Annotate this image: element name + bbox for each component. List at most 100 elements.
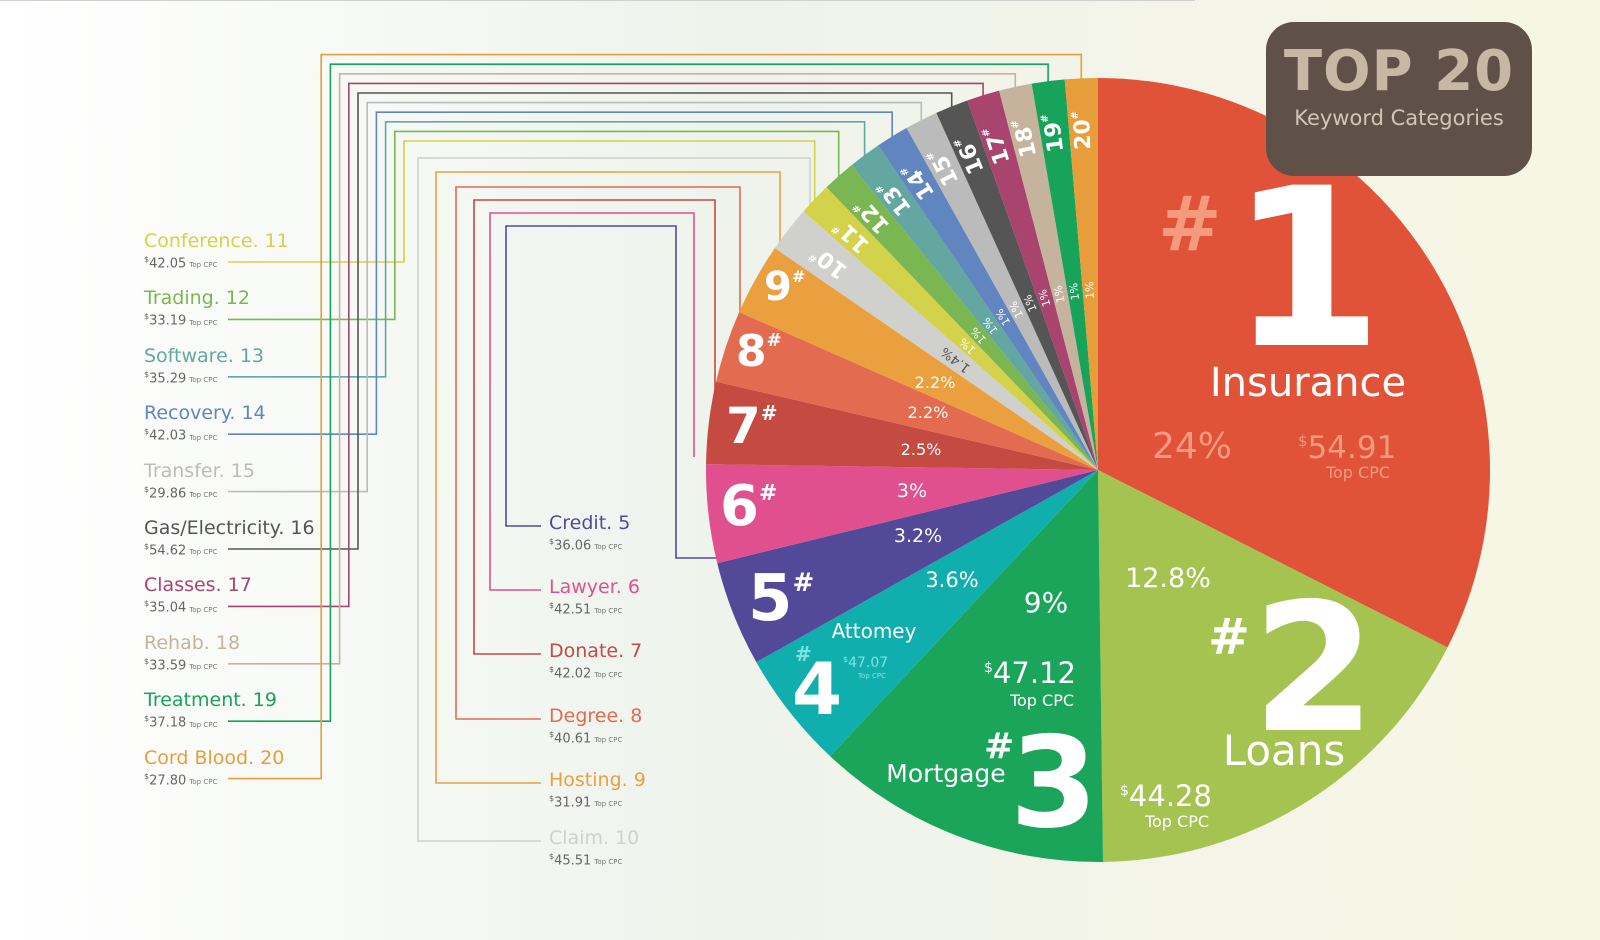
- legend-cpc-8: $40.61 Top CPC: [549, 730, 623, 747]
- pie-slices: [705, 78, 1490, 863]
- pct-label-4: 3.6%: [925, 568, 978, 592]
- slice-11: [803, 187, 1098, 470]
- connector-17: [228, 82, 984, 608]
- slice-3: [830, 470, 1103, 863]
- slice-7: [706, 381, 1098, 470]
- legend-name-10: Claim. 10: [549, 827, 640, 849]
- legend-cpc-11: $42.05 Top CPC: [144, 255, 218, 272]
- rank-label-2: 2: [1252, 565, 1376, 772]
- slice-name-2: Loans: [1223, 726, 1346, 775]
- cpc-caption-1: Top CPC: [1325, 463, 1390, 482]
- cpc-caption-2: Top CPC: [1144, 812, 1209, 831]
- pct-label-7: 2.5%: [901, 440, 942, 459]
- legend-name-18: Rehab. 18: [144, 631, 241, 654]
- legend-name-19: Treatment. 19: [144, 689, 277, 712]
- title-badge: TOP 20 Keyword Categories: [1266, 22, 1532, 176]
- slice-name-4: Attomey: [832, 619, 917, 643]
- cpc-value-3: $47.12: [984, 656, 1076, 690]
- legend-cpc-10: $45.51 Top CPC: [549, 852, 623, 869]
- slice-18: [999, 83, 1098, 471]
- slice-2: [1098, 470, 1448, 862]
- slice-5: [717, 470, 1098, 663]
- legend-cpc-18: $33.59 Top CPC: [144, 656, 218, 674]
- legend-label-5: Credit. 5 $36.06 Top CPC: [549, 512, 630, 555]
- cpc-caption-4: Top CPC: [857, 672, 886, 680]
- cpc-value-1: $54.91: [1298, 430, 1396, 466]
- rank-label-4: 4: [792, 647, 842, 731]
- connector-13: [228, 121, 866, 378]
- legend-label-6: Lawyer. 6 $42.51 Top CPC: [549, 576, 640, 619]
- chart-title: TOP 20: [1283, 39, 1515, 104]
- rank-label-3: 3: [1010, 709, 1098, 856]
- legend-name-5: Credit. 5: [549, 512, 631, 534]
- connector-lines: [228, 53, 1083, 842]
- legend-name-9: Hosting. 9: [549, 769, 646, 791]
- legend-name-14: Recovery. 14: [144, 402, 266, 425]
- legend-label-15: Transfer. 15 $29.86 Top CPC: [144, 460, 255, 503]
- pct-label-5: 3.2%: [894, 525, 942, 547]
- hash-mark: #: [795, 642, 812, 666]
- pct-label-16: 1%: [1021, 293, 1040, 314]
- slice-20: [1064, 78, 1098, 470]
- legend-label-19: Treatment. 19 $37.18 Top CPC: [144, 689, 277, 732]
- legend-label-18: Rehab. 18 $33.59 Top CPC: [144, 632, 240, 675]
- legend-label-11: Conference. 11 $42.05 Top CPC: [144, 230, 289, 273]
- legend-label-7: Donate. 7 $42.02 Top CPC: [549, 640, 642, 683]
- connector-5: [505, 225, 718, 559]
- legend-name-17: Classes. 17: [144, 574, 252, 597]
- slice-14: [878, 127, 1098, 470]
- legend-label-20: Cord Blood. 20 $27.80 Top CPC: [144, 747, 284, 790]
- legend-label-8: Degree. 8 $40.61 Top CPC: [549, 705, 642, 748]
- legend-cpc-13: $35.29 Top CPC: [144, 369, 218, 387]
- slice-12: [826, 165, 1098, 471]
- pct-label-9: 2.2%: [915, 373, 956, 392]
- legend-label-9: Hosting. 9 $31.91 Top CPC: [549, 769, 646, 812]
- slice-name-3: Mortgage: [886, 759, 1005, 788]
- hash-mark: #: [1208, 608, 1250, 666]
- pct-label-18: 1%: [1051, 284, 1067, 304]
- slice-1: [1098, 78, 1490, 648]
- legend-cpc-9: $31.91 Top CPC: [549, 794, 623, 811]
- connector-11: [228, 140, 816, 263]
- legend-label-16: Gas/Electricity. 16 $54.62 Top CPC: [144, 517, 315, 560]
- legend-cpc-19: $37.18 Top CPC: [144, 714, 218, 731]
- connector-16: [228, 92, 953, 550]
- cpc-caption-3: Top CPC: [1009, 691, 1074, 710]
- connector-8: [455, 186, 741, 720]
- legend-label-13: Software. 13 $35.29 Top CPC: [144, 345, 264, 388]
- legend-cpc-17: $35.04 Top CPC: [144, 599, 218, 616]
- slice-19: [1031, 79, 1098, 471]
- slice-10: [774, 211, 1098, 470]
- legend-name-6: Lawyer. 6: [549, 576, 640, 598]
- slice-8: [716, 312, 1098, 470]
- slice-4: [756, 470, 1098, 757]
- legend-label-10: Claim. 10 $45.51 Top CPC: [549, 827, 639, 870]
- pct-label-17: 1%: [1036, 288, 1054, 309]
- legend-cpc-16: $54.62 Top CPC: [144, 542, 218, 559]
- legend-cpc-6: $42.51 Top CPC: [549, 601, 623, 618]
- connector-14: [228, 111, 894, 436]
- slice-17: [967, 90, 1098, 471]
- legend-name-11: Conference. 11: [144, 230, 289, 252]
- legend-name-8: Degree. 8: [549, 705, 643, 727]
- legend-cpc-14: $42.03 Top CPC: [144, 427, 218, 444]
- legend-label-14: Recovery. 14 $42.03 Top CPC: [144, 402, 266, 445]
- legend-cpc-20: $27.80 Top CPC: [144, 771, 218, 788]
- connector-18: [228, 73, 1017, 665]
- pct-label-19: 1%: [1067, 282, 1082, 301]
- pct-label-3: 9%: [1024, 586, 1068, 619]
- legend-cpc-12: $33.19 Top CPC: [144, 312, 218, 329]
- cpc-value-4: $47.07: [843, 655, 888, 671]
- hash-mark: #: [984, 726, 1014, 767]
- connector-19: [228, 63, 1049, 723]
- legend-name-16: Gas/Electricity. 16: [144, 517, 315, 539]
- legend-name-20: Cord Blood. 20: [144, 746, 285, 769]
- slice-15: [906, 112, 1098, 470]
- connector-7: [473, 199, 716, 655]
- pct-label-8: 2.2%: [908, 403, 949, 422]
- slice-6: [705, 464, 1098, 564]
- slice-13: [851, 145, 1098, 470]
- connector-6: [489, 212, 695, 591]
